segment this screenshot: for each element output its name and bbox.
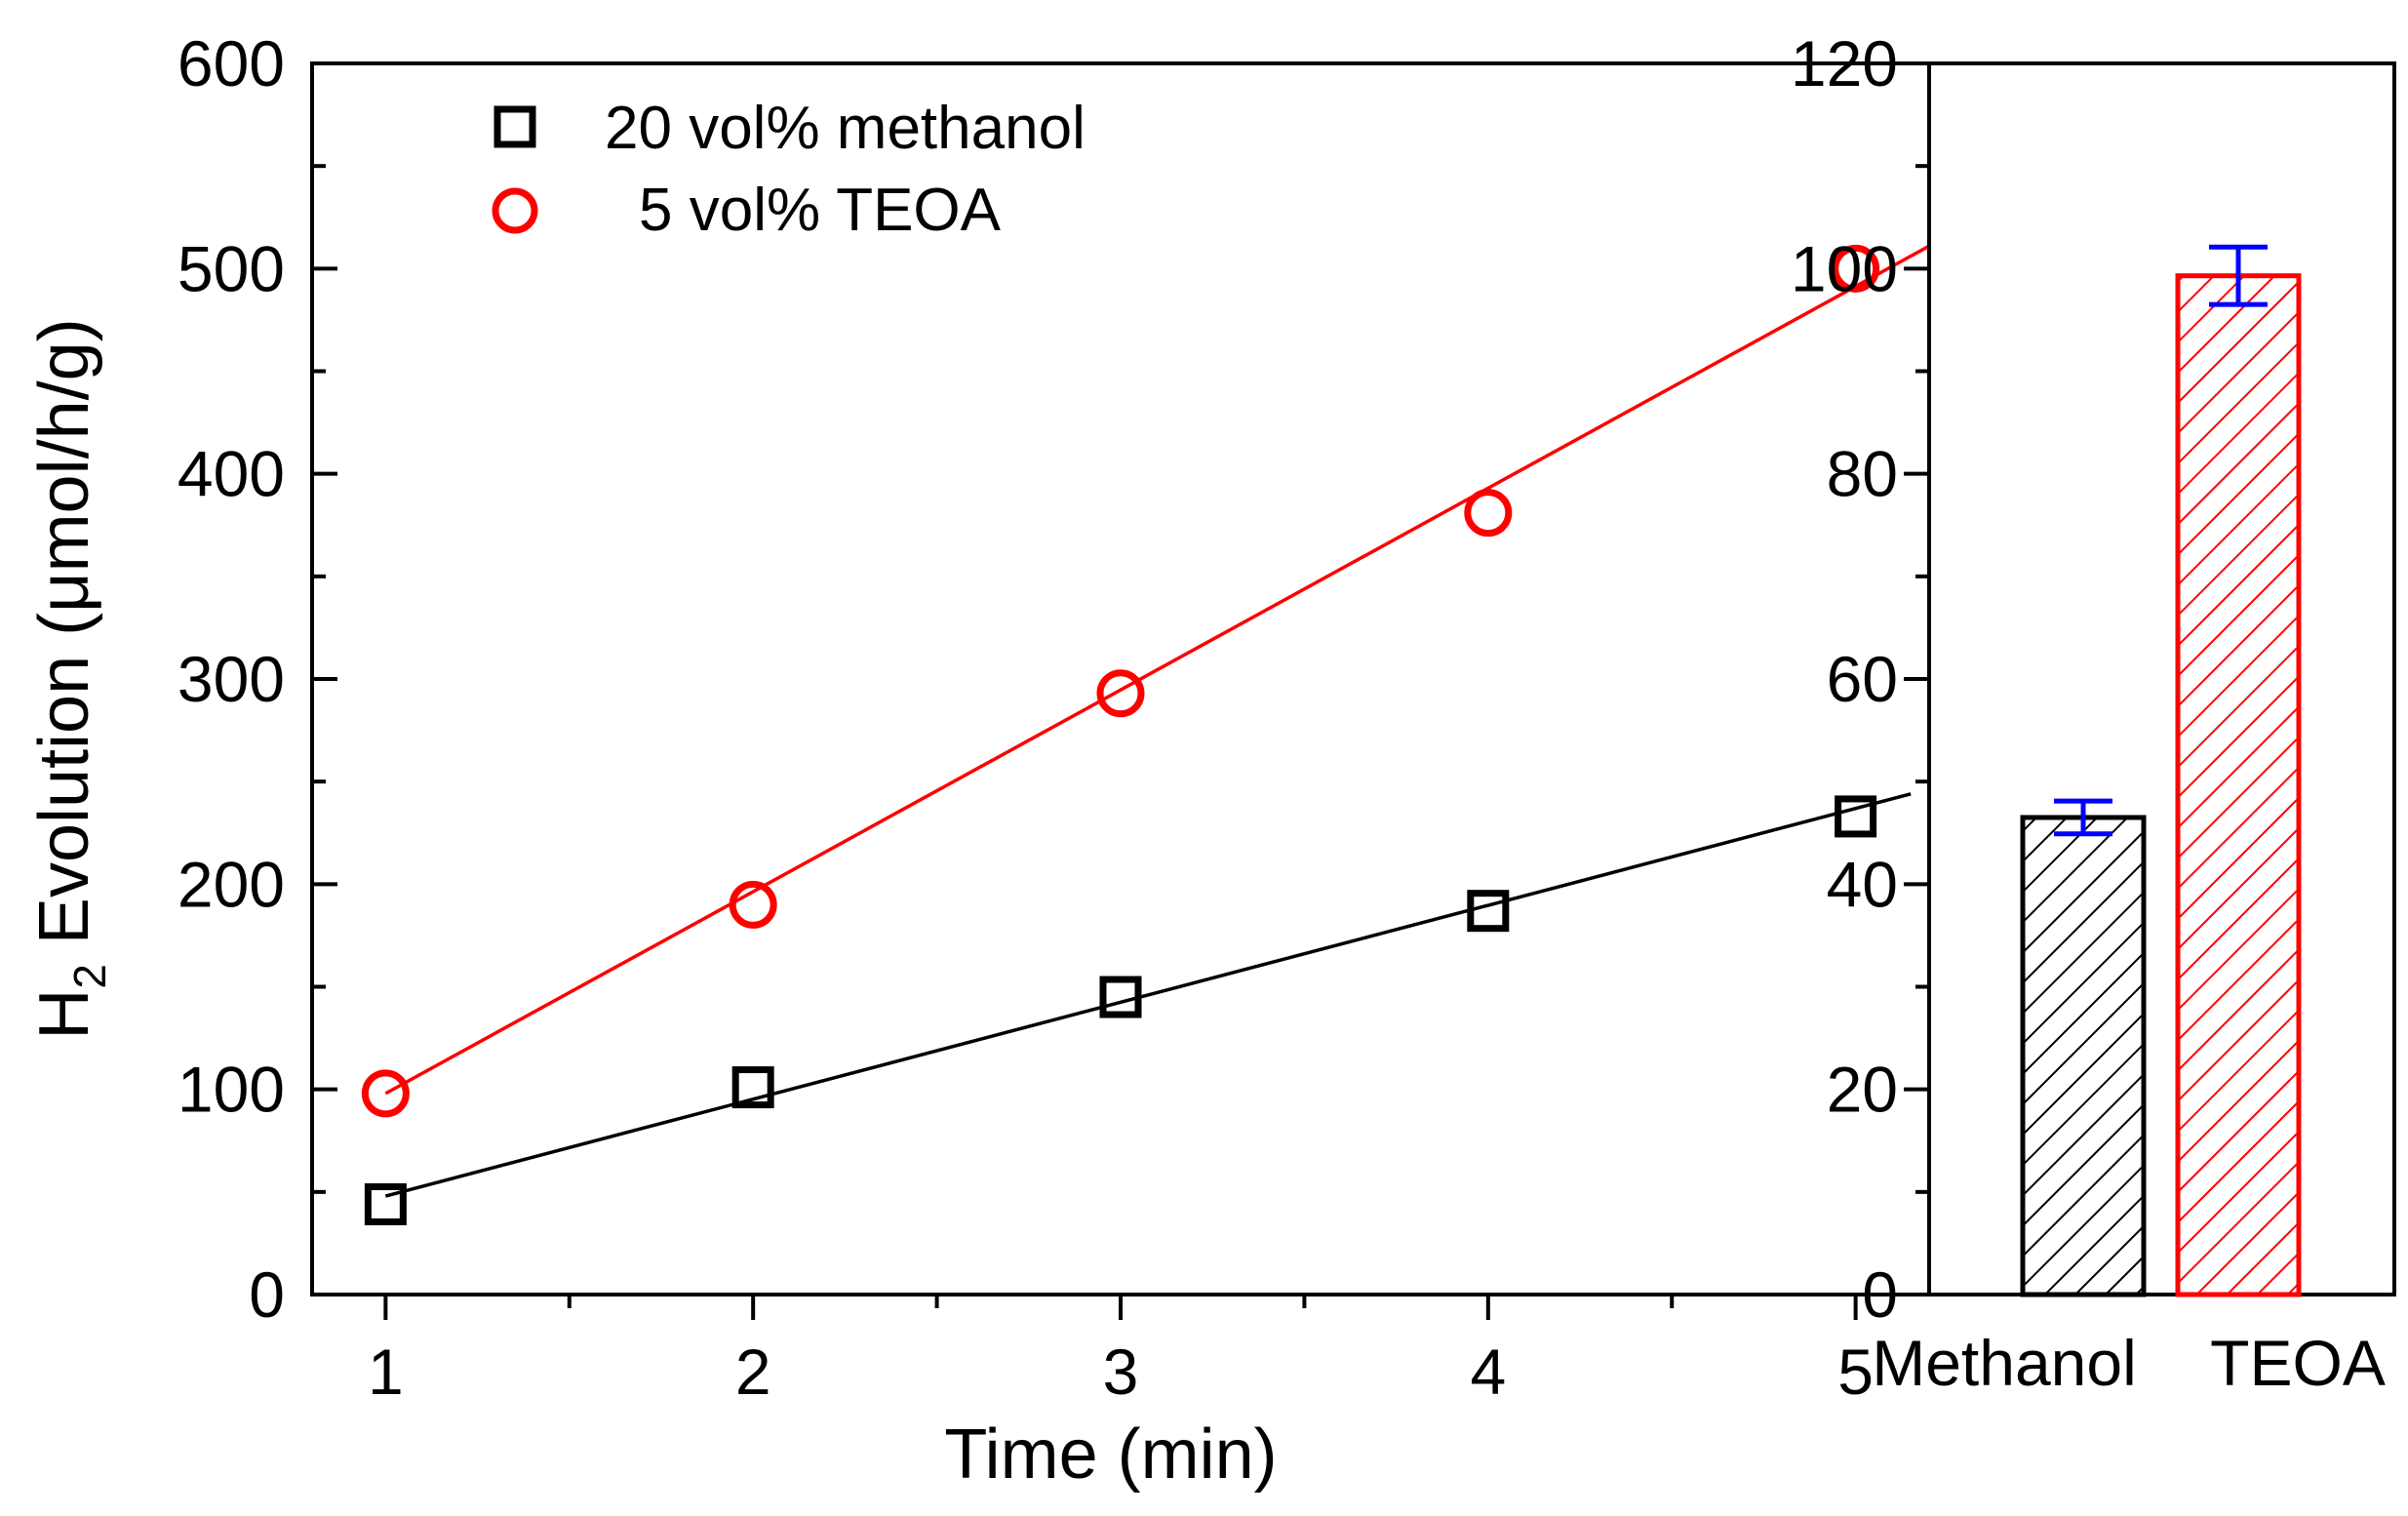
left-y-tick-label: 600 — [178, 27, 285, 100]
marker-methanol — [1099, 976, 1142, 1018]
legend-marker-teoa — [492, 187, 538, 234]
x-axis-title: Time (min) — [944, 1416, 1277, 1494]
marker-methanol — [731, 1066, 774, 1109]
x-axis-ticks: 1 2 3 4 5 — [368, 1295, 1874, 1408]
y-axis-title-prefix: H — [25, 989, 103, 1040]
left-y-axis-ticks: 0 100 200 300 400 500 600 — [178, 27, 337, 1331]
legend: 20 vol% methanol 5 vol% TEOA — [492, 95, 1086, 244]
scatter-plot-frame — [310, 61, 1931, 1297]
right-y-tick-label: 0 — [1862, 1258, 1898, 1331]
fit-lines — [384, 244, 1930, 1198]
x-tick-label: 3 — [1103, 1336, 1139, 1408]
bar-chart: 0 20 40 60 80 100 120 Methanol TEOA — [1791, 27, 2396, 1399]
left-y-tick-label: 0 — [249, 1258, 285, 1331]
right-y-tick-label: 100 — [1791, 232, 1898, 304]
marker-methanol — [364, 1182, 407, 1225]
marker-teoa — [729, 880, 777, 929]
x-tick-label: 1 — [368, 1336, 404, 1408]
marker-methanol — [1835, 795, 1877, 838]
right-y-tick-label: 80 — [1827, 438, 1898, 510]
bar-teoa — [2175, 273, 2302, 1297]
x-tick-label: 5 — [1837, 1336, 1874, 1408]
marker-teoa — [1096, 669, 1145, 718]
marker-methanol — [1467, 890, 1510, 933]
bar-label-teoa: TEOA — [2210, 1327, 2386, 1399]
x-tick-label: 2 — [735, 1336, 771, 1408]
left-y-tick-label: 300 — [178, 643, 285, 715]
left-y-tick-label: 500 — [178, 232, 285, 304]
right-y-tick-label: 60 — [1827, 643, 1898, 715]
legend-label-teoa: 5 vol% TEOA — [639, 177, 1002, 244]
right-y-tick-label: 40 — [1827, 848, 1898, 920]
y-axis-title-suffix: Evolution (μmol/h/g) — [25, 318, 103, 964]
marker-teoa — [1464, 489, 1513, 538]
left-y-tick-label: 400 — [178, 438, 285, 510]
bar-label-methanol: Methanol — [1872, 1327, 2137, 1399]
right-y-tick-label: 20 — [1827, 1054, 1898, 1126]
bar-methanol — [2020, 815, 2147, 1297]
x-tick-label: 4 — [1470, 1336, 1506, 1408]
y-axis-title-subscript: 2 — [64, 964, 115, 989]
fit-line-series-1 — [384, 244, 1930, 1096]
fit-line-series-0 — [384, 792, 1912, 1198]
left-y-tick-label: 200 — [178, 848, 285, 920]
left-y-tick-label: 100 — [178, 1054, 285, 1126]
right-y-tick-label: 120 — [1791, 27, 1898, 100]
legend-label-methanol: 20 vol% methanol — [605, 95, 1086, 162]
right-y-axis-ticks: 0 20 40 60 80 100 120 — [1791, 27, 1929, 1331]
data-markers — [361, 244, 1880, 1225]
marker-teoa — [361, 1069, 410, 1118]
bar-category-labels: Methanol TEOA — [1872, 1327, 2386, 1399]
legend-marker-methanol — [493, 105, 536, 148]
marker-teoa — [1832, 244, 1880, 293]
bar-chart-frame — [1927, 61, 2396, 1297]
bars — [1970, 244, 2394, 1297]
y-axis-title: H2 Evolution (μmol/h/g) — [25, 318, 115, 1039]
